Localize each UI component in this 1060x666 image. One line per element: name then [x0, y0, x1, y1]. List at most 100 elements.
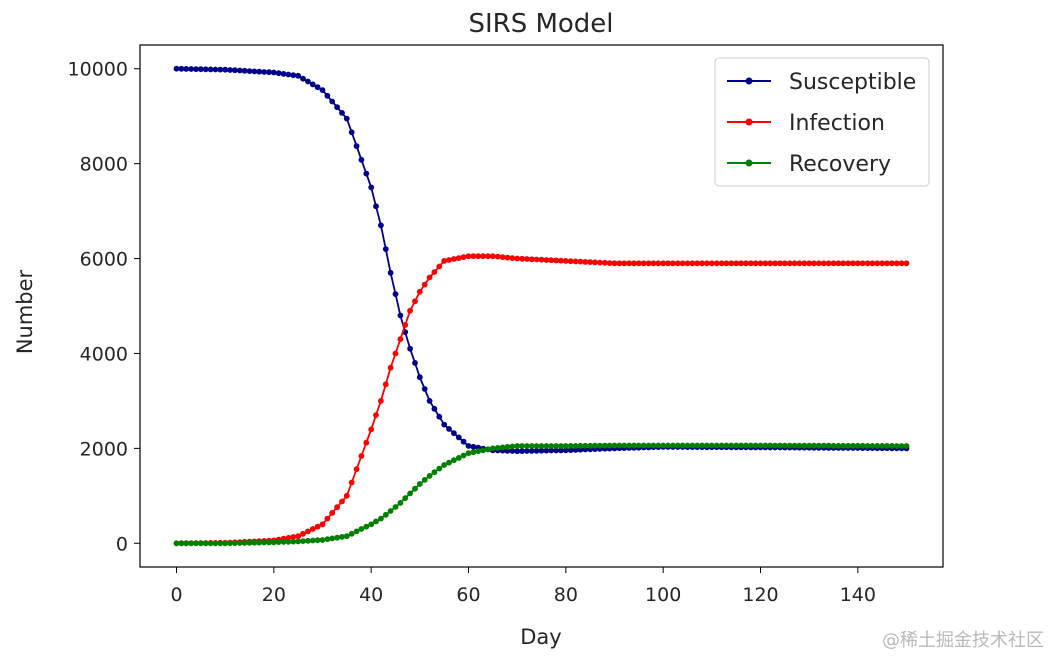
data-point [222, 540, 229, 547]
data-point [874, 260, 881, 267]
data-point [368, 521, 375, 528]
data-point [368, 184, 375, 191]
data-point [538, 447, 545, 454]
x-axis-label: Day [520, 625, 561, 649]
legend-marker-susceptible [745, 77, 753, 85]
data-point [786, 260, 793, 267]
data-point [830, 260, 837, 267]
data-point [650, 260, 657, 267]
data-point [343, 533, 350, 540]
data-point [830, 442, 837, 449]
data-point [178, 65, 185, 72]
data-point [460, 254, 467, 260]
data-point [733, 260, 740, 267]
data-point [485, 446, 491, 453]
data-point [543, 443, 550, 449]
data-point [864, 443, 871, 449]
data-point [426, 398, 433, 404]
data-point [611, 260, 618, 267]
data-point [777, 442, 783, 449]
data-point [412, 485, 418, 492]
data-point [246, 539, 253, 546]
data-point [256, 539, 263, 546]
data-point [334, 104, 340, 111]
data-point [480, 447, 486, 454]
data-point [397, 336, 404, 343]
data-point [504, 254, 511, 261]
data-point [382, 511, 389, 518]
data-point [314, 84, 321, 91]
data-point [368, 426, 375, 433]
data-point [645, 442, 652, 449]
data-point [562, 258, 569, 264]
data-point [854, 442, 861, 449]
data-point [348, 129, 355, 136]
y-tick-label: 10000 [68, 59, 128, 81]
data-point [689, 260, 696, 267]
data-point [621, 442, 628, 449]
data-point [363, 439, 370, 446]
data-point [713, 442, 720, 449]
watermark: @稀土掘金技术社区 [882, 630, 1044, 651]
data-point [309, 526, 316, 532]
data-point [251, 68, 258, 75]
data-point [455, 434, 462, 441]
y-tick-label: 4000 [80, 343, 128, 365]
data-point [402, 495, 409, 502]
data-point [412, 298, 418, 305]
data-point [324, 515, 331, 522]
data-point [455, 455, 462, 461]
data-point [305, 537, 311, 544]
y-axis-label: Number [13, 269, 37, 354]
data-point [874, 443, 881, 449]
data-point [173, 65, 180, 72]
data-point [280, 71, 287, 77]
data-point [864, 260, 871, 267]
data-point [694, 260, 701, 267]
series-markers-recovery [173, 442, 910, 547]
data-point [606, 260, 613, 266]
data-point [212, 66, 219, 73]
data-point [397, 500, 404, 506]
data-point [207, 66, 214, 73]
data-point [738, 442, 744, 449]
data-point [339, 110, 345, 116]
x-tick-label: 40 [359, 584, 383, 606]
data-point [825, 442, 832, 449]
data-point [387, 364, 394, 371]
data-point [577, 258, 584, 265]
data-point [597, 259, 603, 266]
data-point [781, 442, 788, 449]
data-point [562, 447, 569, 454]
data-point [616, 260, 623, 267]
x-tick-label: 120 [742, 584, 778, 606]
data-point [679, 260, 686, 267]
data-point [460, 438, 467, 445]
data-point [270, 69, 277, 76]
data-point [499, 444, 506, 451]
data-point [378, 222, 384, 229]
data-point [392, 291, 399, 297]
data-point [562, 443, 569, 449]
data-point [835, 442, 842, 449]
data-point [640, 260, 647, 267]
data-point [373, 203, 379, 210]
data-point [767, 442, 774, 449]
data-point [451, 430, 457, 437]
data-point [825, 260, 832, 267]
data-point [290, 534, 297, 540]
data-point [582, 442, 589, 449]
data-point [601, 259, 608, 266]
data-point [791, 260, 798, 267]
data-point [674, 442, 681, 449]
data-point [485, 253, 491, 260]
y-tick-label: 8000 [80, 154, 128, 176]
data-point [655, 442, 662, 449]
data-point [738, 260, 744, 267]
data-point [889, 443, 895, 449]
data-point [241, 67, 248, 74]
data-point [655, 260, 662, 267]
data-point [348, 530, 355, 537]
data-point [514, 255, 521, 262]
data-point [572, 443, 579, 449]
